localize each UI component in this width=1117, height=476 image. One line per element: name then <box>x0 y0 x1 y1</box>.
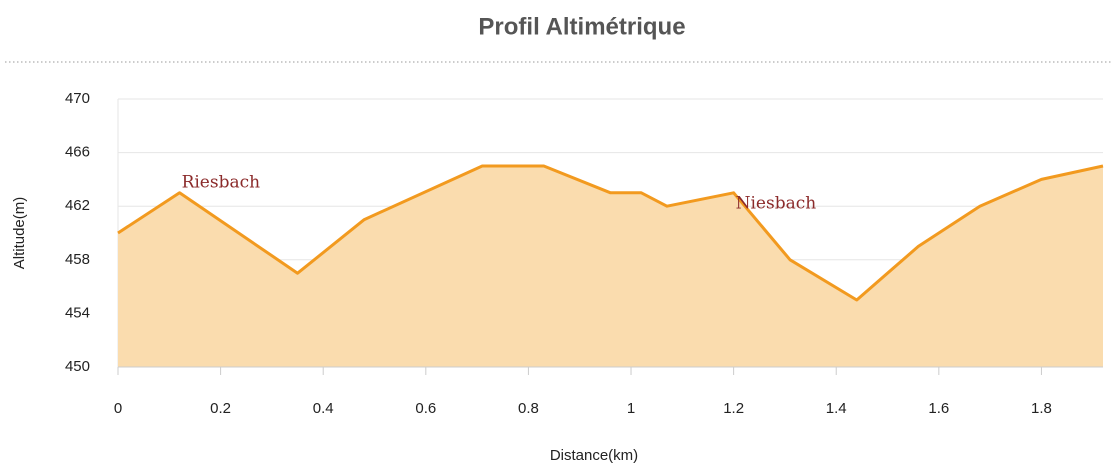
x-tick-label: 1.2 <box>723 400 744 417</box>
y-tick-label: 462 <box>65 197 90 214</box>
x-tick-label: 0.8 <box>518 400 539 417</box>
x-tick-label: 1.6 <box>928 400 949 417</box>
x-tick-label: 1 <box>627 400 635 417</box>
x-tick-label: 1.8 <box>1031 400 1052 417</box>
x-tick-label: 0.2 <box>210 400 231 417</box>
y-tick-label: 450 <box>65 358 90 375</box>
line <box>117 164 1104 302</box>
x-tick-label: 0 <box>114 400 122 417</box>
x-tick-label: 0.6 <box>415 400 436 417</box>
annotation: Niesbach <box>736 193 817 213</box>
y-tick-label: 454 <box>65 304 90 321</box>
area-fill <box>118 166 1103 367</box>
x-tick-label: 0.4 <box>313 400 334 417</box>
y-tick-label: 470 <box>65 90 90 107</box>
x-axis-label: Distance(km) <box>550 447 638 464</box>
y-axis-label: Altitude(m) <box>11 197 28 270</box>
x-tick-label: 1.4 <box>826 400 847 417</box>
y-tick-label: 466 <box>65 144 90 161</box>
y-tick-label: 458 <box>65 251 90 268</box>
annotation: Riesbach <box>182 172 261 192</box>
chart-title: Profil Altimétrique <box>478 13 685 40</box>
